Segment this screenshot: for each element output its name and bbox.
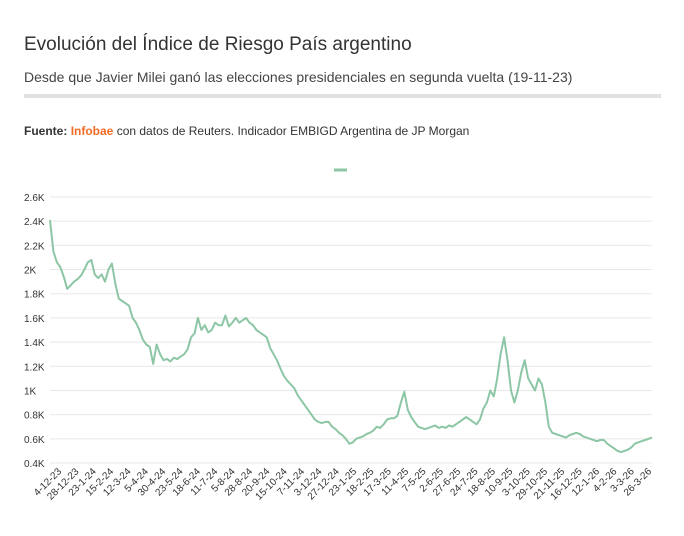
source-note: Fuente: Infobae con datos de Reuters. In… [24,124,469,138]
y-tick-label: 1K [24,386,37,397]
x-axis-tick-labels: 4-12-2328-12-2323-1-2415-2-2412-3-245-4-… [32,466,654,502]
header-divider [24,94,661,98]
y-tick-label: 2.4K [24,217,45,228]
y-tick-label: 2K [24,266,37,277]
grid-lines [50,196,652,464]
y-tick-label: 0.6K [24,435,45,446]
y-axis-tick-labels: 0.4K 0.6K 0.8K 1K 1.2K 1.4K 1.6K 1.8K 2K 2.2K 2.4K… [24,193,45,470]
chart-title: Evolución del Índice de Riesgo País arge… [24,34,412,55]
source-text: con datos de Reuters. Indicador EMBIGD A… [116,124,470,138]
y-tick-label: 0.8K [24,411,45,422]
y-tick-label: 0.4K [24,459,45,470]
y-tick-label: 1.2K [24,362,45,373]
source-label: Fuente: [24,124,68,138]
y-tick-label: 1.4K [24,338,45,349]
line-chart: 0.4K 0.6K 0.8K 1K 1.2K 1.4K 1.6K 1.8K 2K 2.2K 2.4K… [24,168,654,502]
chart-subtitle: Desde que Javier Milei ganó las eleccion… [24,69,573,85]
y-tick-label: 1.6K [24,314,45,325]
y-tick-label: 2.2K [24,241,45,252]
source-brand-link[interactable]: Infobae [70,124,114,138]
y-tick-label: 1.8K [24,290,45,301]
series-line[interactable] [49,219,653,454]
y-tick-label: 2.6K [24,193,45,204]
